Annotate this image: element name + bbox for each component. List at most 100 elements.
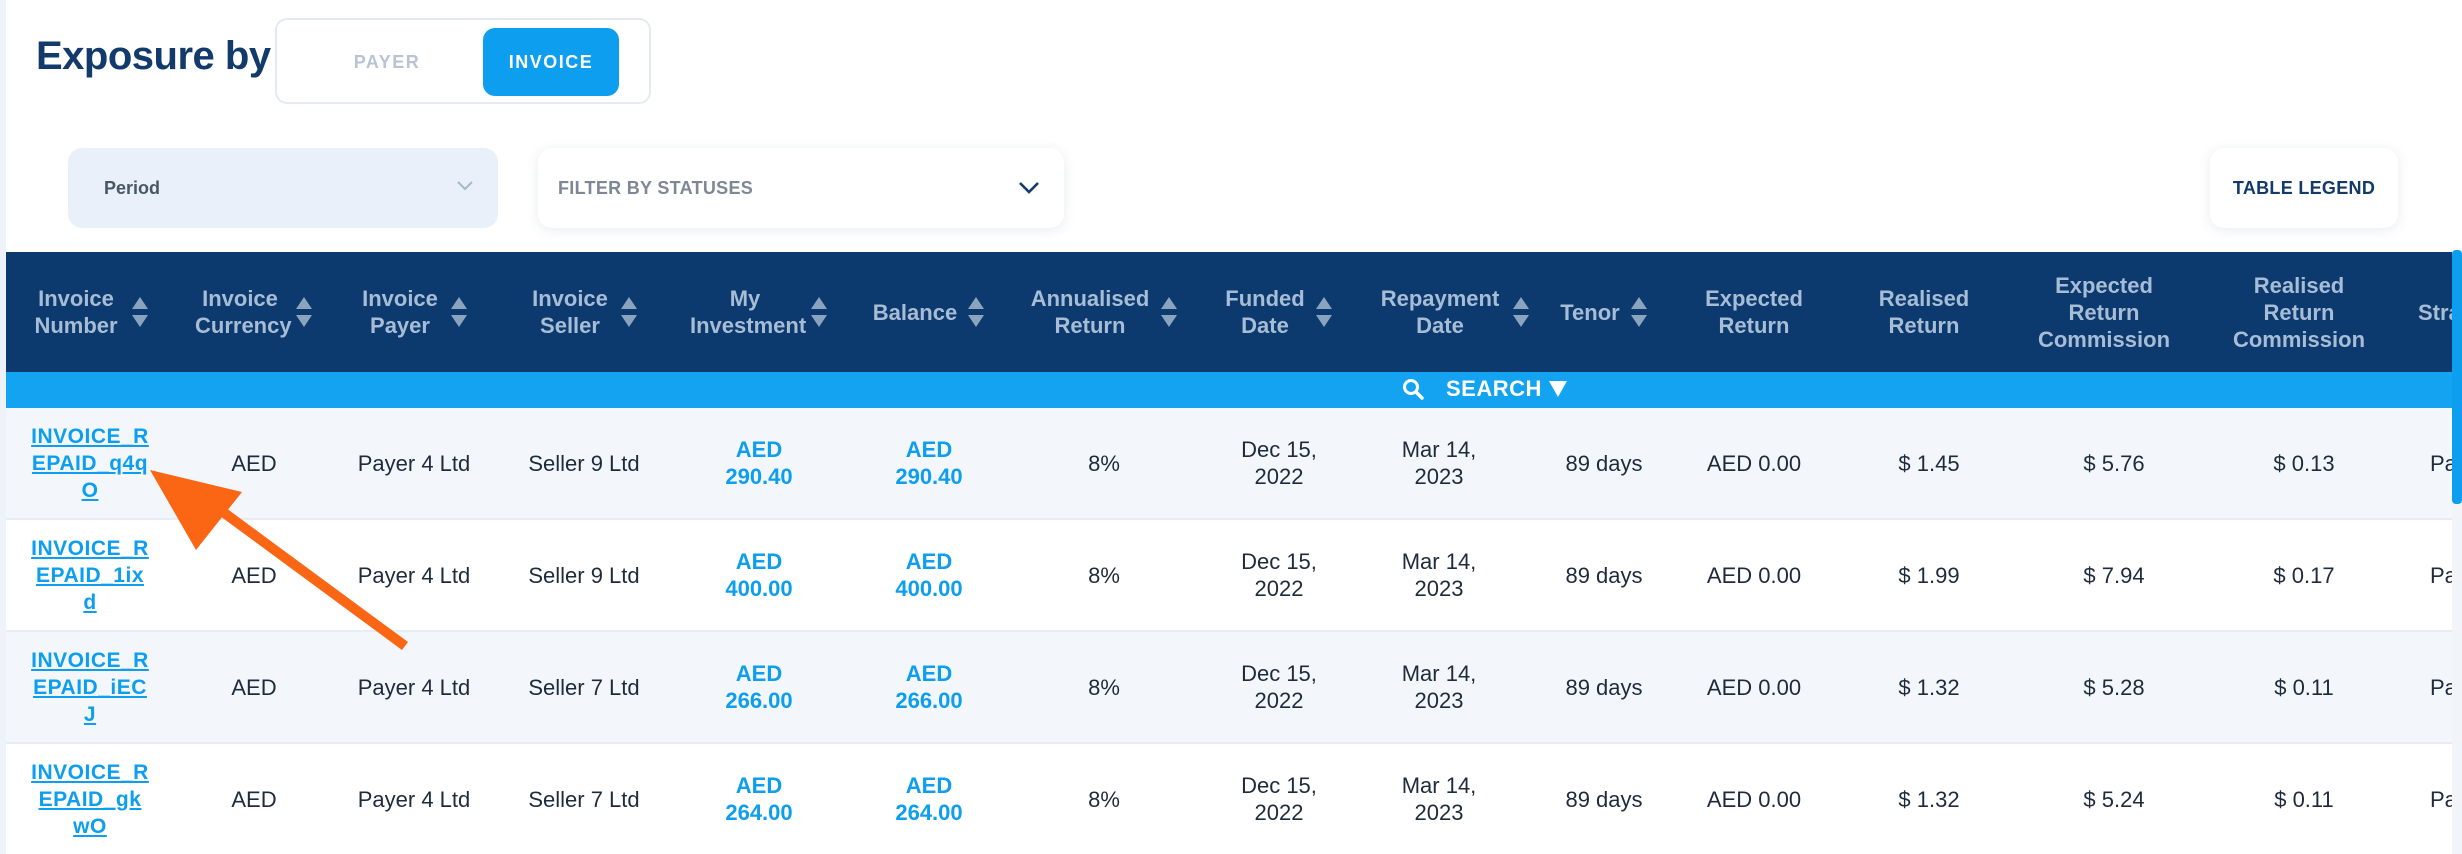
investment-amount: 264.00 <box>725 800 793 825</box>
balance-currency: AED <box>905 661 953 686</box>
column-header-strategy: Stra <box>2418 252 2452 372</box>
investment-cell: AED 266.00 <box>674 632 844 742</box>
column-header-expected-return-commission: Expected Return Commission <box>2004 252 2204 372</box>
investment-amount: 266.00 <box>725 688 793 713</box>
column-header-repayment-date[interactable]: Repayment Date <box>1364 252 1544 372</box>
date-line: Mar 14, <box>1401 773 1477 798</box>
invoice-number-line: EPAID_iEC <box>33 675 147 699</box>
balance-cell: AED 264.00 <box>844 744 1014 854</box>
sort-icon[interactable] <box>1512 295 1530 329</box>
invoice-number-link[interactable]: INVOICE_R EPAID_q4q O <box>6 408 174 518</box>
date-line: Mar 14, <box>1401 437 1477 462</box>
column-title: Expected Return <box>1705 286 1803 338</box>
payer-cell: Payer 4 Ltd <box>357 786 471 812</box>
period-dropdown[interactable]: Period <box>68 148 498 228</box>
balance-currency: AED <box>905 773 953 798</box>
scrollbar-track[interactable] <box>2452 250 2462 854</box>
date-line: 2023 <box>1414 688 1464 713</box>
balance-amount: 266.00 <box>895 688 963 713</box>
column-header-invoice-seller[interactable]: Invoice Seller <box>494 252 674 372</box>
column-header-realised-return-commission: Realised Return Commission <box>2204 252 2394 372</box>
column-title: My Investment <box>690 286 807 338</box>
column-header-my-investment[interactable]: My Investment <box>674 252 844 372</box>
column-title: Stra <box>2418 299 2452 325</box>
column-header-funded-date[interactable]: Funded Date <box>1194 252 1364 372</box>
column-title: Realised Return Commission <box>2232 272 2366 352</box>
column-header-annualised-return[interactable]: Annualised Return <box>1014 252 1194 372</box>
balance-cell: AED 400.00 <box>844 520 1014 630</box>
invoice-number-line: EPAID_gk <box>38 787 142 811</box>
column-header-invoice-currency[interactable]: Invoice Currency <box>174 252 334 372</box>
sort-icon[interactable] <box>1315 295 1333 329</box>
date-line: Mar 14, <box>1401 661 1477 686</box>
column-header-invoice-number[interactable]: Invoice Number <box>6 252 174 372</box>
sort-icon[interactable] <box>450 295 468 329</box>
expected-commission-cell: $ 5.76 <box>2083 450 2145 476</box>
status-filter-dropdown[interactable]: FILTER BY STATUSES <box>538 148 1064 228</box>
tenor-cell: 89 days <box>1565 450 1643 476</box>
sort-icon[interactable] <box>295 295 313 329</box>
left-strip <box>0 0 6 854</box>
column-title: Invoice Payer <box>362 286 438 338</box>
investment-amount: 290.40 <box>725 464 793 489</box>
invoice-number-line: d <box>83 590 97 614</box>
column-title: Annualised Return <box>1030 286 1150 338</box>
strategy-cell: Pa <box>2430 786 2452 812</box>
table-row[interactable]: INVOICE_R EPAID_1ix d AED Payer 4 Ltd Se… <box>6 520 2452 632</box>
realised-return-cell: $ 1.45 <box>1898 450 1960 476</box>
column-header-tenor[interactable]: Tenor <box>1544 252 1664 372</box>
sort-icon[interactable] <box>1160 295 1178 329</box>
strategy-cell: Pa <box>2430 562 2452 588</box>
invoice-number-link[interactable]: INVOICE_R EPAID_1ix d <box>6 520 174 630</box>
expected-return-cell: AED 0.00 <box>1706 562 1802 588</box>
table-search-bar[interactable]: SEARCH <box>6 372 2452 408</box>
table-row[interactable]: INVOICE_R EPAID_iEC J AED Payer 4 Ltd Se… <box>6 632 2452 744</box>
scrollbar-thumb[interactable] <box>2452 250 2462 504</box>
currency-cell: AED <box>231 450 277 476</box>
seller-cell: Seller 9 Ltd <box>528 450 640 476</box>
table-legend-button[interactable]: TABLE LEGEND <box>2210 148 2398 228</box>
exposure-toggle: PAYER INVOICE <box>275 18 651 104</box>
toggle-payer-button[interactable]: PAYER <box>353 51 421 72</box>
sort-icon[interactable] <box>620 295 638 329</box>
invoice-number-line: EPAID_q4q <box>31 451 149 475</box>
invoice-number-line: J <box>83 702 97 726</box>
currency-cell: AED <box>231 786 277 812</box>
table-row[interactable]: INVOICE_R EPAID_gk wO AED Payer 4 Ltd Se… <box>6 744 2452 854</box>
column-header-invoice-payer[interactable]: Invoice Payer <box>334 252 494 372</box>
expected-commission-cell: $ 5.28 <box>2083 674 2145 700</box>
invoice-number-link[interactable]: INVOICE_R EPAID_gk wO <box>6 744 174 854</box>
invoice-number-line: INVOICE_R <box>31 536 149 560</box>
sort-icon[interactable] <box>810 295 828 329</box>
annualised-return-cell: 8% <box>1088 450 1120 476</box>
seller-cell: Seller 7 Ltd <box>528 674 640 700</box>
realised-return-cell: $ 1.32 <box>1898 786 1960 812</box>
strategy-cell: Pa <box>2430 450 2452 476</box>
tenor-cell: 89 days <box>1565 562 1643 588</box>
investment-currency: AED <box>735 773 783 798</box>
sort-icon[interactable] <box>967 295 985 329</box>
balance-cell: AED 266.00 <box>844 632 1014 742</box>
search-icon <box>1403 379 1424 400</box>
date-line: 2023 <box>1414 576 1464 601</box>
balance-cell: AED 290.40 <box>844 408 1014 518</box>
table-header: Invoice Number Invoice Currency Invoice … <box>6 252 2452 372</box>
date-line: 2022 <box>1254 464 1304 489</box>
sort-icon[interactable] <box>1630 295 1648 329</box>
invoice-number-link[interactable]: INVOICE_R EPAID_iEC J <box>6 632 174 742</box>
invoice-number-line: INVOICE_R <box>31 424 149 448</box>
repayment-date-cell: Mar 14, 2023 <box>1364 744 1514 854</box>
column-title: Invoice Seller <box>532 286 608 338</box>
investment-amount: 400.00 <box>725 576 793 601</box>
sort-icon[interactable] <box>131 295 149 329</box>
column-title: Funded Date <box>1225 286 1305 338</box>
column-header-balance[interactable]: Balance <box>844 252 1014 372</box>
funded-date-cell: Dec 15, 2022 <box>1194 520 1364 630</box>
column-header-realised-return: Realised Return <box>1844 252 2004 372</box>
realised-commission-cell: $ 0.13 <box>2273 450 2335 476</box>
investment-currency: AED <box>735 437 783 462</box>
toggle-invoice-button[interactable]: INVOICE <box>483 28 619 96</box>
table-row[interactable]: INVOICE_R EPAID_q4q O AED Payer 4 Ltd Se… <box>6 408 2452 520</box>
investment-currency: AED <box>735 661 783 686</box>
column-title: Repayment Date <box>1380 286 1500 338</box>
